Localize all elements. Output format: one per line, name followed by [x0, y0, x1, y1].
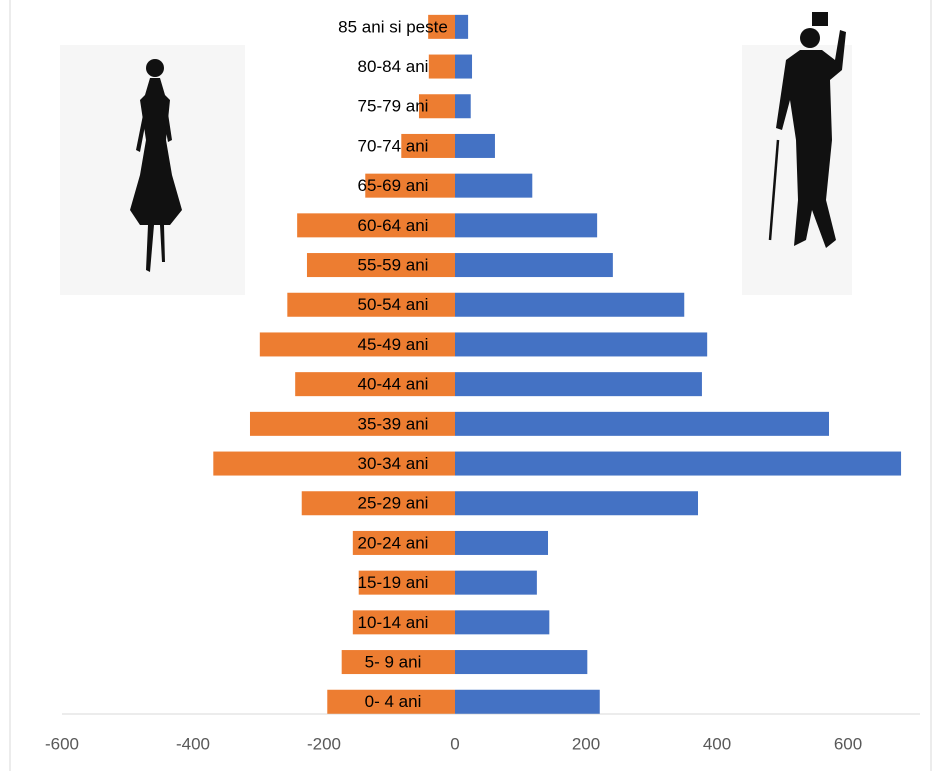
category-label: 45-49 ani	[358, 335, 429, 354]
bar	[295, 372, 455, 397]
category-label: 75-79 ani	[358, 97, 429, 116]
bar	[213, 451, 455, 476]
bar	[455, 451, 902, 476]
bar	[287, 292, 455, 317]
category-label: 55-59 ani	[358, 256, 429, 275]
x-tick-label: -600	[45, 734, 79, 753]
category-label: 35-39 ani	[358, 414, 429, 433]
category-label: 40-44 ani	[358, 375, 429, 394]
x-tick-label: 600	[834, 734, 862, 753]
bar	[428, 54, 455, 79]
bar	[455, 491, 699, 516]
bar	[455, 411, 830, 436]
bar	[455, 173, 533, 198]
bar	[455, 94, 471, 119]
bar	[401, 133, 455, 158]
bar	[418, 94, 455, 119]
bar	[455, 610, 550, 635]
category-label: 30-34 ani	[358, 454, 429, 473]
category-label: 20-24 ani	[358, 533, 429, 552]
category-label: 10-14 ani	[358, 613, 429, 632]
bar	[455, 54, 473, 79]
bar	[455, 213, 598, 238]
category-label: 70-74 ani	[358, 136, 429, 155]
bar	[428, 14, 455, 39]
bar	[249, 411, 455, 436]
category-label: 15-19 ani	[358, 573, 429, 592]
category-label: 50-54 ani	[358, 295, 429, 314]
bar	[352, 530, 455, 555]
category-label: 5- 9 ani	[365, 653, 422, 672]
bar	[455, 650, 588, 675]
x-tick-label: 200	[572, 734, 600, 753]
x-tick-label: 0	[450, 734, 459, 753]
bar	[301, 491, 455, 516]
x-tick-label: -400	[176, 734, 210, 753]
bar	[297, 213, 455, 238]
bar	[341, 650, 455, 675]
bar	[306, 253, 455, 278]
x-tick-label: -200	[307, 734, 341, 753]
bar	[455, 292, 685, 317]
category-label: 85 ani si peste	[338, 17, 448, 36]
woman-picture	[60, 45, 245, 295]
bar	[259, 332, 455, 357]
bar	[327, 689, 455, 714]
category-label: 80-84 ani	[358, 57, 429, 76]
bar	[352, 610, 455, 635]
category-label: 0- 4 ani	[365, 692, 422, 711]
bar	[455, 253, 613, 278]
bar	[455, 332, 708, 357]
bar	[455, 372, 702, 397]
bar	[365, 173, 455, 198]
bar	[455, 133, 495, 158]
category-label: 60-64 ani	[358, 216, 429, 235]
man-picture	[742, 12, 852, 295]
x-tick-label: 400	[703, 734, 731, 753]
bar	[455, 689, 600, 714]
bar	[358, 570, 455, 595]
bar	[455, 570, 537, 595]
category-label: 25-29 ani	[358, 494, 429, 513]
bar	[455, 14, 469, 39]
category-label: 65-69 ani	[358, 176, 429, 195]
bar	[455, 530, 549, 555]
